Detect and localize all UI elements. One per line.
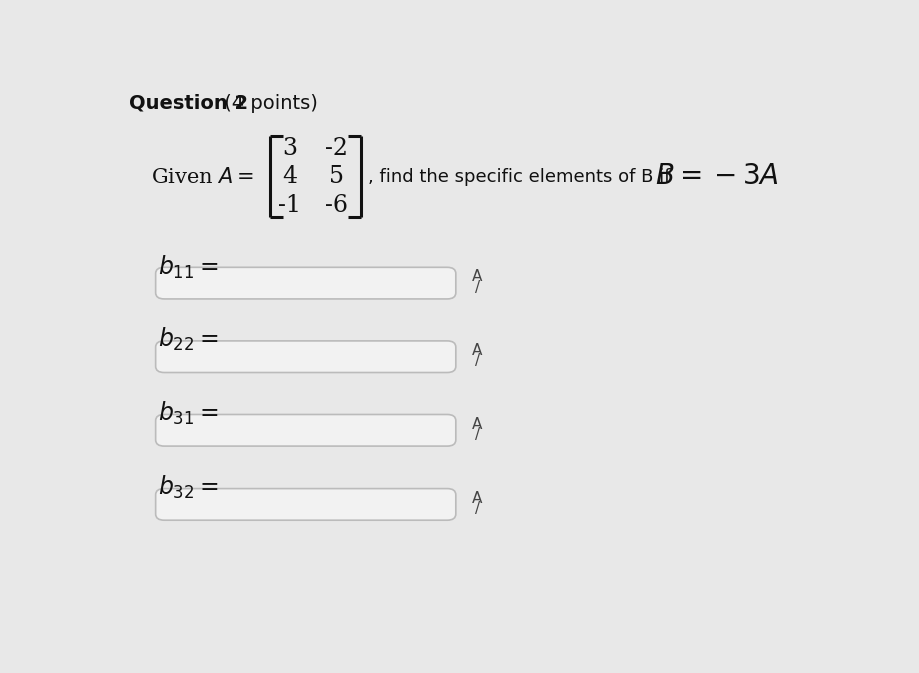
Text: -1: -1 [278, 194, 301, 217]
Text: A: A [471, 491, 482, 505]
Text: 3: 3 [282, 137, 297, 160]
Text: $b_{31}=$: $b_{31}=$ [158, 400, 218, 427]
Text: A: A [471, 269, 482, 285]
FancyBboxPatch shape [155, 415, 455, 446]
Text: /: / [474, 501, 480, 516]
Text: (4 points): (4 points) [218, 94, 318, 112]
Text: Question 2: Question 2 [129, 94, 248, 112]
Text: $\mathit{B}=-3\mathit{A}$: $\mathit{B}=-3\mathit{A}$ [654, 163, 777, 190]
Text: $b_{32}=$: $b_{32}=$ [158, 474, 218, 501]
Text: $b_{11}=$: $b_{11}=$ [158, 254, 218, 281]
Text: /: / [474, 353, 480, 368]
Text: A: A [471, 343, 482, 358]
Text: 4: 4 [282, 165, 297, 188]
Text: /: / [474, 280, 480, 295]
FancyBboxPatch shape [155, 489, 455, 520]
Text: -6: -6 [324, 194, 347, 217]
Text: 5: 5 [328, 165, 343, 188]
FancyBboxPatch shape [155, 341, 455, 373]
Text: -2: -2 [324, 137, 347, 160]
Text: , find the specific elements of B if: , find the specific elements of B if [368, 168, 675, 186]
FancyBboxPatch shape [155, 267, 455, 299]
Text: $b_{22}=$: $b_{22}=$ [158, 326, 218, 353]
Text: /: / [474, 427, 480, 442]
Text: A: A [471, 417, 482, 431]
Text: Given $\mathit{A}=$: Given $\mathit{A}=$ [151, 167, 254, 186]
